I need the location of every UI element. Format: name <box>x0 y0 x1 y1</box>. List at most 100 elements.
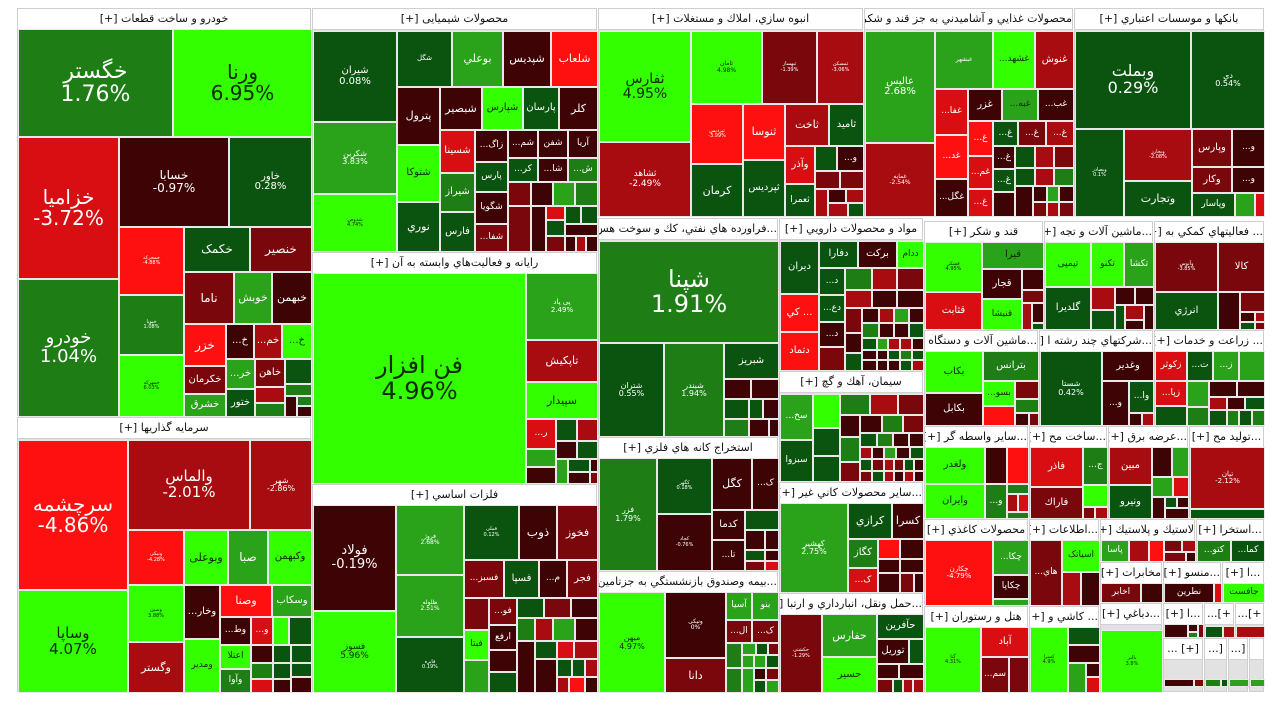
stock-cell[interactable]: شفا... <box>475 224 508 252</box>
stock-cell[interactable]: خمحرکه -4.88% <box>119 227 184 295</box>
stock-cell[interactable] <box>1129 413 1142 426</box>
stock-cell[interactable]: و... <box>1232 129 1265 167</box>
stock-cell[interactable]: گنا 4.31% <box>925 627 981 693</box>
stock-cell[interactable]: بترانس <box>983 351 1039 381</box>
stock-cell[interactable]: و... <box>251 617 273 645</box>
stock-cell[interactable]: قنیشا <box>982 299 1022 330</box>
stock-cell[interactable]: والماس -2.01% <box>128 440 250 530</box>
stock-cell[interactable] <box>1054 146 1074 168</box>
stock-cell[interactable] <box>535 659 557 693</box>
stock-cell[interactable] <box>285 359 312 384</box>
stock-cell[interactable] <box>1239 410 1252 426</box>
stock-cell[interactable] <box>840 415 860 437</box>
stock-cell[interactable] <box>590 472 598 484</box>
stock-cell[interactable] <box>489 672 517 693</box>
stock-cell[interactable]: شپدیس <box>503 31 551 87</box>
stock-cell[interactable]: شسینا <box>440 130 475 173</box>
stock-cell[interactable] <box>1149 540 1164 562</box>
stock-cell[interactable] <box>1009 657 1029 693</box>
stock-cell[interactable] <box>879 308 894 323</box>
stock-cell[interactable] <box>1209 397 1227 410</box>
stock-cell[interactable] <box>1081 572 1100 606</box>
stock-cell[interactable]: حسیر <box>822 657 877 693</box>
stock-cell[interactable] <box>845 333 862 353</box>
stock-cell[interactable] <box>1054 168 1074 186</box>
sector-header-expand[interactable]: ...فراورده هاي نفتي، كك و سوخت هس [+] <box>599 219 777 240</box>
stock-cell[interactable] <box>1032 323 1044 330</box>
stock-cell[interactable] <box>553 182 575 206</box>
stock-cell[interactable] <box>557 677 569 693</box>
stock-cell[interactable] <box>848 203 864 217</box>
sector-header-expand[interactable]: لاستيك و پلاستيك [+] <box>1101 520 1194 541</box>
stock-cell[interactable]: قیرا <box>982 242 1044 269</box>
stock-cell[interactable]: بالبر 3.8% <box>1101 630 1163 693</box>
stock-cell[interactable]: خر... <box>226 359 255 389</box>
stock-cell[interactable]: فسوز 5.96% <box>313 611 396 693</box>
stock-cell[interactable] <box>1059 186 1074 202</box>
stock-cell[interactable]: هاي... <box>1030 540 1062 606</box>
stock-cell[interactable] <box>913 679 924 693</box>
stock-cell[interactable] <box>581 206 598 224</box>
stock-cell[interactable] <box>575 618 598 641</box>
stock-cell[interactable] <box>577 419 598 441</box>
stock-cell[interactable] <box>557 659 572 677</box>
stock-cell[interactable]: نطرین <box>1164 583 1214 603</box>
stock-cell[interactable]: فملی 0.12% <box>464 505 519 560</box>
stock-cell[interactable] <box>517 641 535 693</box>
stock-cell[interactable] <box>575 182 598 206</box>
stock-cell[interactable] <box>1135 287 1154 305</box>
stock-cell[interactable] <box>813 456 840 482</box>
stock-cell[interactable] <box>877 360 888 371</box>
stock-cell[interactable]: خکمک <box>184 227 250 272</box>
sector-header-expand[interactable] <box>1250 639 1263 660</box>
stock-cell[interactable] <box>508 206 531 252</box>
sector-header-expand[interactable]: محصولات شیمیایی [+] <box>313 9 596 30</box>
stock-cell[interactable] <box>862 308 879 323</box>
stock-cell[interactable] <box>1015 168 1035 186</box>
stock-cell[interactable] <box>877 433 893 447</box>
stock-cell[interactable] <box>1190 509 1265 519</box>
stock-cell[interactable] <box>273 679 291 693</box>
stock-cell[interactable] <box>888 338 900 350</box>
stock-cell[interactable] <box>900 559 924 573</box>
stock-cell[interactable] <box>553 618 575 641</box>
stock-cell[interactable]: خوبش <box>234 272 272 324</box>
stock-cell[interactable]: خ... <box>282 324 312 359</box>
stock-cell[interactable] <box>1164 624 1188 638</box>
stock-cell[interactable]: كگاز <box>848 539 878 568</box>
stock-cell[interactable] <box>556 419 577 441</box>
stock-cell[interactable]: انرژي <box>1155 292 1218 330</box>
stock-cell[interactable]: فارس <box>440 212 475 252</box>
stock-cell[interactable] <box>815 171 840 189</box>
sector-header-expand[interactable]: ...اطلاعات [+] <box>1030 520 1098 541</box>
stock-cell[interactable] <box>896 447 910 459</box>
stock-cell[interactable] <box>862 350 877 360</box>
stock-cell[interactable]: و... <box>837 146 864 171</box>
stock-cell[interactable] <box>904 459 914 471</box>
stock-cell[interactable] <box>557 641 574 659</box>
stock-cell[interactable] <box>1209 410 1227 426</box>
stock-cell[interactable]: ددام <box>897 241 924 268</box>
stock-cell[interactable] <box>872 447 884 459</box>
stock-cell[interactable]: دي 0.54% <box>1191 31 1265 129</box>
stock-cell[interactable] <box>912 360 924 371</box>
stock-cell[interactable] <box>576 236 586 252</box>
stock-cell[interactable] <box>577 441 598 459</box>
stock-cell[interactable] <box>860 459 872 471</box>
stock-cell[interactable] <box>754 680 766 693</box>
stock-cell[interactable] <box>742 643 756 655</box>
stock-cell[interactable] <box>745 530 765 550</box>
sector-header-expand[interactable]: ...ا [+] <box>1223 563 1263 584</box>
stock-cell[interactable]: غب... <box>1038 89 1074 121</box>
stock-cell[interactable]: خاهن <box>255 359 285 387</box>
stock-cell[interactable]: قجار <box>982 269 1022 299</box>
stock-cell[interactable]: فسپا <box>504 560 539 598</box>
stock-cell[interactable] <box>1095 507 1108 519</box>
stock-cell[interactable] <box>879 323 894 338</box>
stock-cell[interactable]: فجر <box>567 560 598 598</box>
stock-cell[interactable] <box>535 641 557 659</box>
stock-cell[interactable]: شدوص 4.74% <box>313 194 397 252</box>
stock-cell[interactable] <box>993 599 1029 606</box>
stock-cell[interactable]: سبزوا <box>780 440 813 482</box>
stock-cell[interactable] <box>585 659 598 677</box>
